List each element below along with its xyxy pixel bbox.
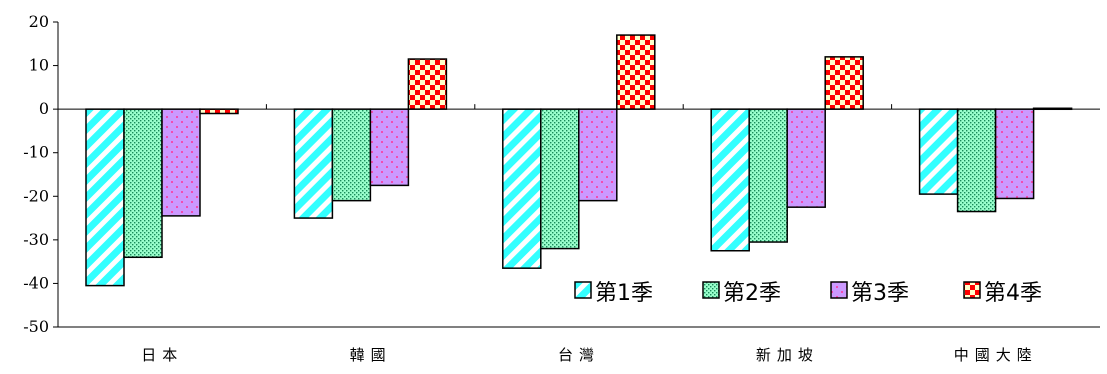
bar-第1季-日本 xyxy=(85,108,125,287)
bar-第4季-日本 xyxy=(199,108,239,115)
bar-第2季-新加坡 xyxy=(748,108,788,243)
legend-label-第4季: 第4季 xyxy=(984,281,1042,306)
x-category-label: 日本 xyxy=(141,346,183,364)
bar-第3季-日本 xyxy=(161,108,201,217)
bar-第3季-台灣 xyxy=(578,108,618,202)
bar-第4季-台灣 xyxy=(616,34,656,110)
legend: 第1季 第2季 第3季 第4季 xyxy=(574,281,1042,306)
y-tick-label: -30 xyxy=(23,230,49,249)
bar-第2季-日本 xyxy=(123,108,163,259)
y-tick-label: 20 xyxy=(29,12,49,31)
bar-第3季-中國大陸 xyxy=(994,108,1035,200)
y-tick-label: 10 xyxy=(29,56,49,75)
bar-第1季-新加坡 xyxy=(710,108,750,252)
bar-第1季-台灣 xyxy=(502,108,542,269)
x-category-label: 新加坡 xyxy=(756,346,819,364)
legend-swatch-第4季 xyxy=(963,281,981,299)
y-tick-label: -50 xyxy=(23,317,49,336)
x-category-label: 中國大陸 xyxy=(954,346,1038,364)
bar-第1季-韓國 xyxy=(293,108,334,219)
axes: 20 10 0 -10 -20 -30 -40 -50 日本 韓國 台灣 新加坡 中國大陸 xyxy=(23,12,1100,364)
legend-label-第3季: 第3季 xyxy=(851,281,909,306)
bar-第3季-新加坡 xyxy=(786,108,826,208)
y-tick-label: -10 xyxy=(23,143,49,162)
legend-label-第1季: 第1季 xyxy=(595,281,653,306)
plot-area xyxy=(85,34,1073,287)
y-tick-label: -40 xyxy=(23,273,49,292)
y-tick-label: 0 xyxy=(39,99,49,118)
x-category-label: 韓國 xyxy=(350,346,392,364)
legend-swatch-第1季 xyxy=(574,281,592,299)
x-category-label: 台灣 xyxy=(558,346,600,364)
bar-第4季-新加坡 xyxy=(824,56,864,110)
bar-第2季-台灣 xyxy=(540,108,580,250)
bar-第2季-中國大陸 xyxy=(956,108,997,213)
legend-swatch-第2季 xyxy=(702,281,720,299)
bar-第1季-中國大陸 xyxy=(918,108,959,195)
bar-第3季-韓國 xyxy=(369,108,410,187)
legend-swatch-第3季 xyxy=(830,281,848,299)
bar-第4季-韓國 xyxy=(407,58,448,110)
y-tick-label: -20 xyxy=(23,186,49,205)
legend-label-第2季: 第2季 xyxy=(723,281,781,306)
bar-第2季-韓國 xyxy=(331,108,372,202)
